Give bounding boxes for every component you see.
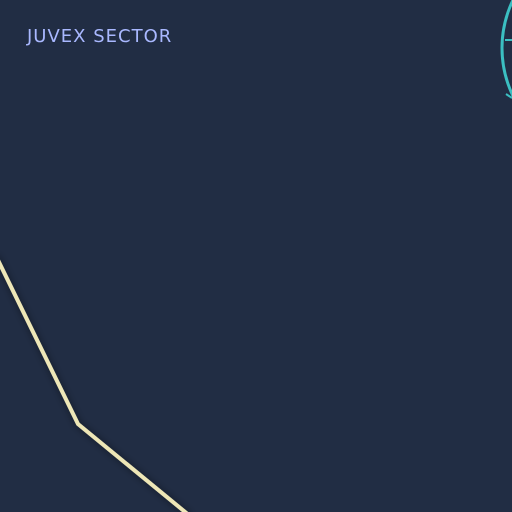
sector-name-label: JUVEX SECTOR xyxy=(27,26,173,47)
sector-boundary-line xyxy=(0,259,189,512)
radar-ring-icon[interactable] xyxy=(500,0,512,158)
